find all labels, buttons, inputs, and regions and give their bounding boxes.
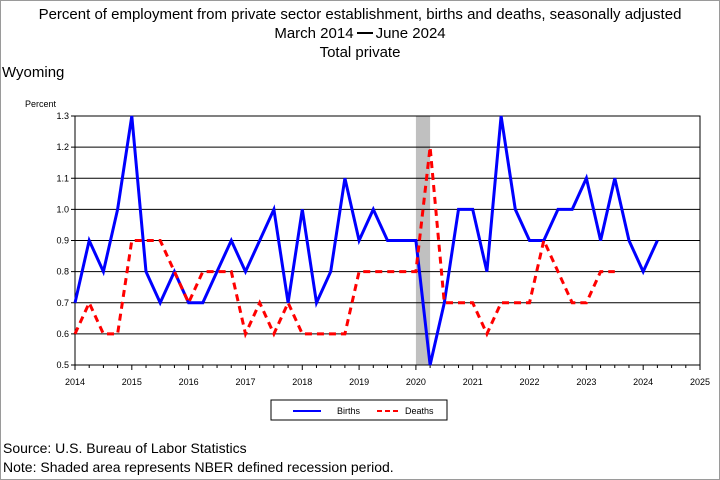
y-tick-label: 1.0 (56, 204, 69, 214)
births-series-line (73, 115, 659, 366)
chart-title: Percent of employment from private secto… (38, 6, 682, 23)
x-tick-label: 2025 (690, 377, 710, 387)
chart-date-range: March 2014 June 2024 (0, 24, 720, 43)
x-tick-label: 2016 (179, 377, 199, 387)
y-tick-label: 1.1 (56, 173, 69, 183)
x-tick-label: 2015 (122, 377, 142, 387)
date-range-dash (356, 31, 373, 34)
x-tick-label: 2020 (406, 377, 426, 387)
y-tick-label: 0.8 (56, 267, 69, 277)
deaths-series-line (73, 146, 615, 339)
y-axis-label: Percent (25, 99, 57, 109)
y-tick-label: 1.2 (56, 142, 69, 152)
state-label: Wyoming (2, 64, 65, 81)
line-chart: 0.5 0.6 0.7 0.8 0.9 1.0 1.1 1.2 1.3 Percent 2014 20… (25, 99, 710, 421)
chart-subtitle: Total private (319, 44, 401, 61)
date-range-end: June 2024 (375, 25, 446, 42)
x-tick-label: 2024 (633, 377, 653, 387)
x-tick-label: 2021 (463, 377, 483, 387)
x-tick-label: 2019 (349, 377, 369, 387)
legend-label-deaths: Deaths (405, 406, 434, 416)
legend-label-births: Births (337, 406, 361, 416)
y-tick-label: 0.7 (56, 298, 69, 308)
x-tick-label: 2022 (520, 377, 540, 387)
legend-box (270, 399, 448, 421)
x-tick-label: 2018 (292, 377, 312, 387)
y-tick-label: 1.3 (56, 111, 69, 121)
date-range-start: March 2014 (274, 25, 354, 42)
x-tick-label: 2017 (235, 377, 255, 387)
x-tick-label: 2014 (65, 377, 85, 387)
y-tick-label: 0.6 (56, 329, 69, 339)
recession-note: Note: Shaded area represents NBER define… (3, 459, 394, 475)
y-tick-label: 0.5 (56, 360, 69, 370)
source-note: Source: U.S. Bureau of Labor Statistics (3, 440, 247, 456)
x-tick-label: 2023 (576, 377, 596, 387)
y-tick-label: 0.9 (56, 236, 69, 246)
